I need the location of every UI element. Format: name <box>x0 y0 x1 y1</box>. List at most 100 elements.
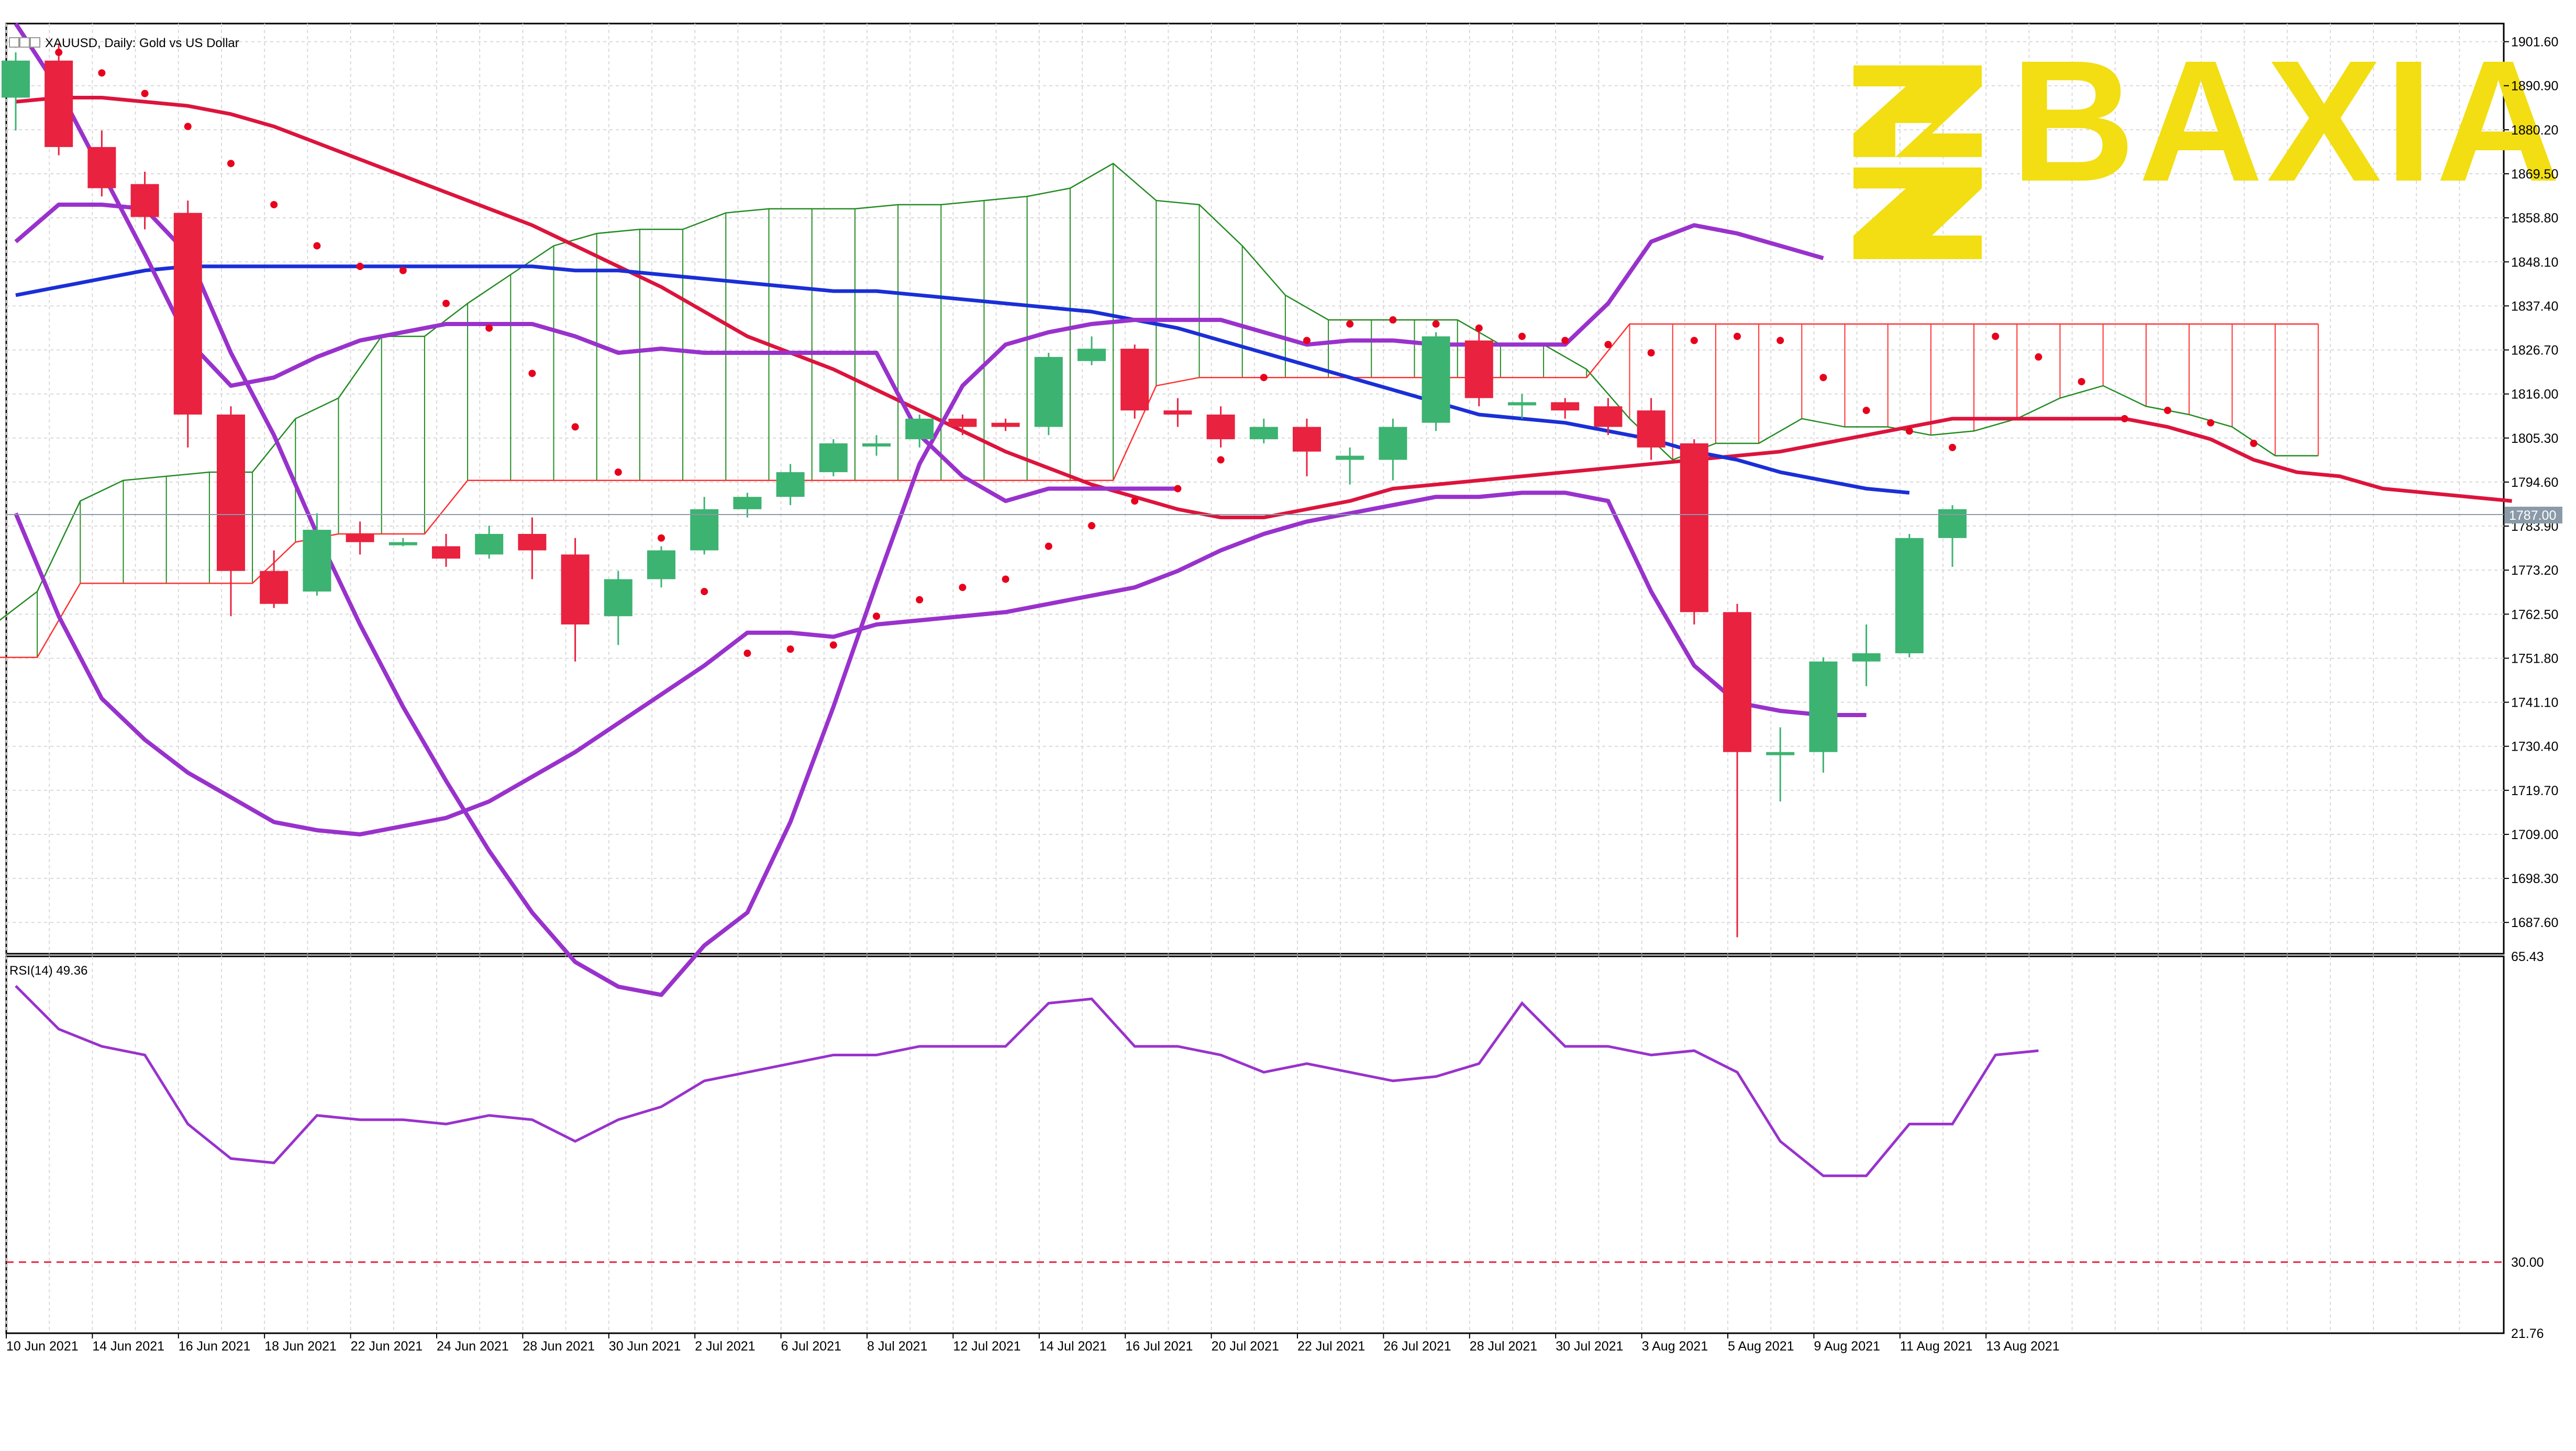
sar-dot <box>1690 337 1698 344</box>
candle <box>1293 418 1321 476</box>
candle <box>1249 418 1278 444</box>
candle-body <box>1034 356 1063 427</box>
candle-body <box>1120 349 1149 411</box>
price-tick-label: 1719.70 <box>2511 784 2558 798</box>
date-tick-label: 22 Jul 2021 <box>1297 1339 1365 1354</box>
candle <box>905 414 934 448</box>
candle-body <box>1249 427 1278 440</box>
sar-dot <box>2250 440 2258 448</box>
sar-dot <box>1389 316 1397 324</box>
candle <box>1078 336 1106 365</box>
sar-dot <box>184 122 192 130</box>
sar-dot <box>356 262 364 270</box>
candle-body <box>1422 336 1450 423</box>
candle <box>1034 353 1063 436</box>
chart-window-icon <box>19 37 30 48</box>
candle <box>432 533 460 567</box>
sar-dot <box>1776 337 1784 344</box>
candle <box>1379 418 1407 481</box>
sar-dot <box>1303 337 1311 344</box>
candle-body <box>819 443 848 473</box>
candle <box>561 538 590 662</box>
date-tick-label: 13 Aug 2021 <box>1986 1339 2059 1354</box>
price-tick-label: 1709.00 <box>2511 828 2558 842</box>
candle <box>819 439 848 476</box>
current-price-marker: 1787.00 <box>6 507 2562 523</box>
candle-body <box>1723 612 1751 752</box>
candle-body <box>217 414 245 571</box>
sar-dot <box>528 370 536 377</box>
candle <box>388 538 417 546</box>
candle-body <box>388 542 417 545</box>
main-title: XAUUSD, Daily: Gold vs US Dollar <box>9 36 239 50</box>
sar-dot <box>442 299 450 307</box>
date-tick-label: 22 Jun 2021 <box>351 1339 423 1354</box>
sar-dot <box>1045 542 1052 550</box>
candle-body <box>690 509 719 551</box>
candle-body <box>45 60 73 147</box>
candle <box>733 493 762 518</box>
date-tick-label: 30 Jun 2021 <box>609 1339 681 1354</box>
candle <box>475 526 504 559</box>
candlesticks <box>2 44 1967 937</box>
date-tick-label: 10 Jun 2021 <box>6 1339 79 1354</box>
candle <box>1551 398 1580 419</box>
candle-body <box>561 554 590 624</box>
candle-body <box>475 533 504 555</box>
date-tick-label: 18 Jun 2021 <box>264 1339 337 1354</box>
date-tick-label: 14 Jun 2021 <box>92 1339 164 1354</box>
sar-dot <box>2120 415 2128 422</box>
candle <box>1508 394 1536 419</box>
cloud-span-b <box>0 323 2318 658</box>
sar-dot <box>227 160 235 168</box>
candle <box>217 406 245 617</box>
rsi-tick-label: 65.43 <box>2511 950 2544 964</box>
date-tick-label: 2 Jul 2021 <box>695 1339 755 1354</box>
sar-dot <box>98 69 106 77</box>
price-tick-label: 1773.20 <box>2511 563 2558 578</box>
candle <box>173 200 202 448</box>
sar-dot <box>1949 443 1956 451</box>
price-tick-label: 1741.10 <box>2511 696 2558 710</box>
indicator-ma_red <box>15 96 2512 520</box>
sar-dot <box>1647 349 1655 357</box>
candle-body <box>130 184 159 217</box>
candle <box>518 517 547 579</box>
price-tick-label: 1751.80 <box>2511 651 2558 666</box>
candle-body <box>1293 427 1321 452</box>
price-tick-label: 1762.50 <box>2511 607 2558 622</box>
candle-body <box>1852 653 1881 662</box>
date-tick-label: 28 Jul 2021 <box>1470 1339 1537 1354</box>
candle-body <box>432 546 460 559</box>
candle <box>1766 727 1795 802</box>
candle-body <box>776 472 805 497</box>
candle <box>991 418 1020 431</box>
candle-body <box>1809 661 1838 752</box>
price-tick-label: 1698.30 <box>2511 872 2558 886</box>
candle <box>87 130 116 197</box>
price-tick-label: 1816.00 <box>2511 387 2558 402</box>
sar-dot <box>1260 374 1268 382</box>
date-tick-label: 6 Jul 2021 <box>781 1339 841 1354</box>
candle-body <box>1379 427 1407 460</box>
candle <box>1723 604 1751 937</box>
sar-dot <box>1561 337 1569 344</box>
candle-body <box>1078 349 1106 361</box>
date-tick-label: 11 Aug 2021 <box>1900 1339 1973 1354</box>
price-tick-label: 1794.60 <box>2511 475 2558 490</box>
date-tick-label: 9 Aug 2021 <box>1814 1339 1880 1354</box>
main-grid <box>6 24 2504 954</box>
candle <box>1809 657 1838 773</box>
candle-body <box>1594 406 1623 427</box>
candle <box>1464 328 1493 407</box>
date-axis: 10 Jun 2021 14 Jun 2021 16 Jun 2021 18 Jun … <box>6 1333 2060 1354</box>
price-tick-label: 1880.20 <box>2511 123 2558 138</box>
candle <box>2 52 30 131</box>
candle-body <box>173 213 202 415</box>
sar-dot <box>485 324 493 332</box>
date-tick-label: 16 Jun 2021 <box>179 1339 251 1354</box>
sar-dot <box>614 468 622 476</box>
sar-dot <box>1992 332 2000 340</box>
candle <box>948 414 977 436</box>
candle-body <box>2 60 30 98</box>
